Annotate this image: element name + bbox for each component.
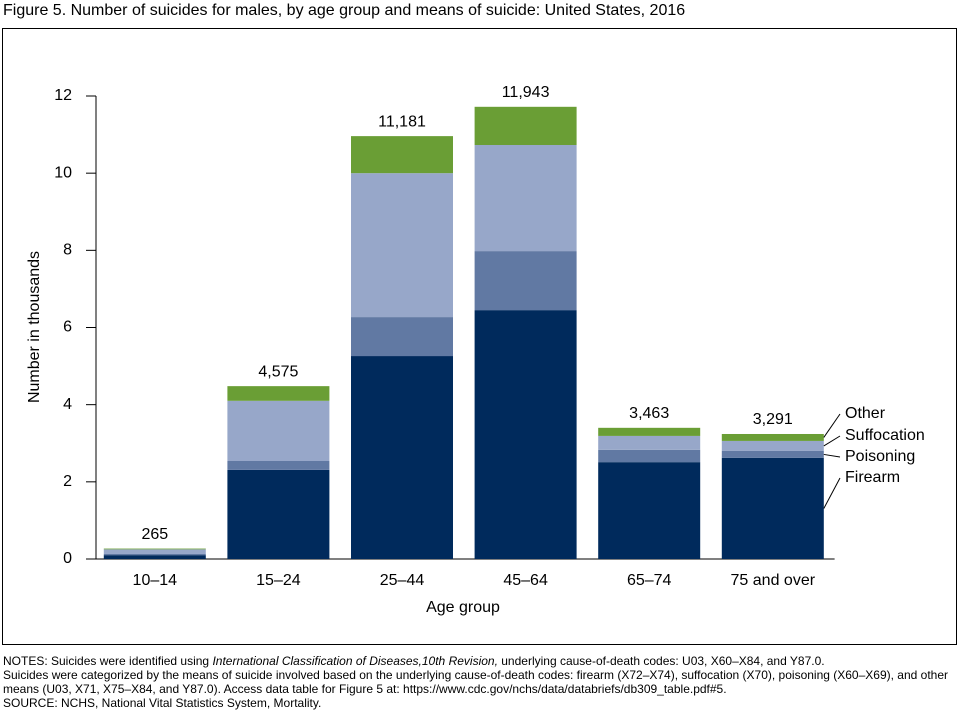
bar-segment (103, 549, 206, 554)
notes-line: Suicides were categorized by the means o… (3, 668, 949, 696)
legend-label: Other (845, 405, 886, 422)
note-italic: International Classification of Diseases… (212, 654, 498, 668)
bar-segment (598, 449, 701, 463)
bar-segment (351, 356, 453, 559)
notes-line: NOTES: Suicides were identified using In… (3, 654, 953, 668)
chart-title: Figure 5. Number of suicides for males, … (3, 2, 685, 19)
y-tick-label: 4 (63, 396, 72, 413)
y-tick-label: 0 (63, 550, 72, 567)
bar-segment (103, 553, 206, 556)
total-label: 4,575 (258, 363, 298, 380)
x-tick-label: 25–44 (380, 572, 425, 589)
legend-label: Poisoning (845, 448, 915, 465)
bar-segment (351, 173, 453, 318)
bar-segment (721, 440, 824, 451)
x-tick-label: 65–74 (627, 572, 672, 589)
total-label: 11,943 (502, 84, 550, 101)
total-label: 3,291 (753, 411, 793, 428)
chart: Figure 5. Number of suicides for males, … (2, 2, 957, 645)
x-axis-label: Age group (426, 599, 500, 616)
bar-segment (351, 136, 453, 174)
bar-segment (103, 548, 206, 550)
frame (2, 28, 957, 645)
x-tick-label: 75 and over (731, 572, 816, 589)
legend-label: Suffocation (845, 427, 925, 444)
bar-segment (351, 317, 453, 357)
x-tick-label: 15–24 (256, 572, 301, 589)
bar-segment (474, 310, 577, 559)
bar-segment (598, 462, 701, 559)
x-tick-label: 10–14 (133, 572, 178, 589)
bar-segment (227, 400, 330, 461)
total-label: 3,463 (629, 405, 669, 422)
y-tick-label: 12 (54, 87, 72, 104)
leader-line (823, 435, 841, 447)
leader-line (823, 413, 841, 438)
bar-segment (227, 460, 330, 470)
y-tick-label: 10 (54, 164, 72, 181)
bar-segment (474, 106, 577, 146)
total-label: 11,181 (378, 113, 426, 130)
bar-segment (474, 145, 577, 252)
leader-line (823, 477, 841, 509)
y-tick-label: 8 (63, 242, 72, 259)
y-axis-label: Number in thousands (26, 251, 43, 403)
bar-segment (598, 427, 701, 436)
bar-segment (721, 433, 824, 441)
bar-segment (227, 469, 330, 559)
note-text: underlying cause-of-death codes: U03, X6… (497, 654, 825, 668)
bar-segment (474, 251, 577, 311)
bar-segment (227, 386, 330, 401)
y-tick-label: 2 (63, 473, 72, 490)
bar-segment (103, 555, 206, 559)
notes: NOTES: Suicides were identified using In… (3, 654, 953, 710)
source: SOURCE: NCHS, National Vital Statistics … (3, 696, 322, 710)
total-label: 265 (141, 526, 168, 543)
note-text: NOTES: Suicides were identified using (3, 654, 213, 668)
x-tick-label: 45–64 (503, 572, 548, 589)
y-tick-label: 6 (63, 319, 72, 336)
leader-line (823, 453, 841, 458)
bar-segment (721, 457, 824, 559)
bar-segment (721, 450, 824, 458)
legend-label: Firearm (845, 469, 900, 486)
bar-segment (598, 435, 701, 450)
